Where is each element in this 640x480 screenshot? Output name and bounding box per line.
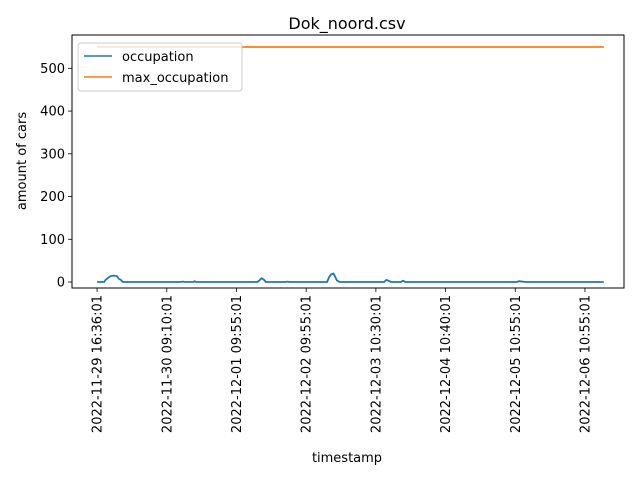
y-tick-label: 100 <box>40 233 65 248</box>
x-axis-label: timestamp <box>312 451 382 466</box>
y-tick-label: 200 <box>40 190 65 205</box>
plot-frame <box>71 34 625 289</box>
x-tick-label: 2022-12-04 10:40:01 <box>439 295 454 433</box>
legend: occupation max_occupation <box>77 42 243 92</box>
legend-box <box>77 42 243 92</box>
y-tick-label: 0 <box>57 276 65 291</box>
x-axis: 2022-11-29 16:36:01 2022-11-30 09:10:01 20… <box>91 288 594 433</box>
y-tick-label: 400 <box>40 105 65 120</box>
y-tick-label: 300 <box>40 147 65 162</box>
x-tick-label: 2022-11-29 16:36:01 <box>91 295 106 433</box>
x-tick-label: 2022-12-06 10:55:01 <box>579 295 594 433</box>
x-tick-label: 2022-11-30 09:10:01 <box>160 295 175 433</box>
legend-label-occupation: occupation <box>122 50 194 65</box>
series-line-occupation <box>97 272 604 283</box>
legend-label-max-occupation: max_occupation <box>122 71 228 86</box>
x-tick-label: 2022-12-02 09:55:01 <box>300 295 315 433</box>
x-tick-label: 2022-12-05 10:55:01 <box>509 295 524 433</box>
chart-title: Dok_noord.csv <box>288 14 405 34</box>
y-axis: 0 100 200 300 400 500 <box>40 62 72 291</box>
y-axis-label: amount of cars <box>15 112 30 210</box>
y-tick-label: 500 <box>40 62 65 77</box>
x-tick-label: 2022-12-03 10:30:01 <box>369 295 384 433</box>
x-tick-label: 2022-12-01 09:55:01 <box>230 295 245 433</box>
